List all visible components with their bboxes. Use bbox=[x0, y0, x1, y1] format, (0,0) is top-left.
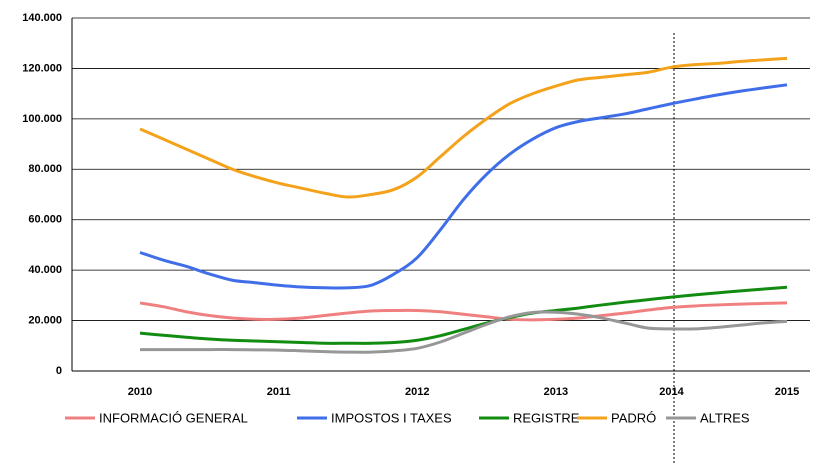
y-tick-label: 20.000 bbox=[28, 314, 62, 326]
y-tick-label: 0 bbox=[56, 365, 62, 377]
x-tick-label: 2013 bbox=[544, 386, 568, 398]
legend-label: REGISTRE bbox=[513, 410, 580, 425]
x-tick-label: 2011 bbox=[267, 386, 291, 398]
y-tick-label: 40.000 bbox=[28, 264, 62, 276]
series-line bbox=[140, 310, 788, 354]
y-tick-label: 80.000 bbox=[28, 163, 62, 175]
y-tick-label: 120.000 bbox=[22, 62, 62, 74]
series-line bbox=[139, 301, 788, 322]
legend-label: ALTRES bbox=[700, 410, 750, 425]
x-tick-label: 2014 bbox=[659, 386, 684, 398]
series-line bbox=[139, 285, 788, 345]
series-line bbox=[139, 56, 788, 199]
legend-label: IMPOSTOS I TAXES bbox=[331, 410, 452, 425]
legend-label: PADRÓ bbox=[611, 410, 656, 425]
y-tick-label: 100.000 bbox=[22, 113, 62, 125]
series-line bbox=[139, 83, 788, 290]
legend-label: INFORMACIÓ GENERAL bbox=[99, 410, 248, 425]
y-tick-label: 60.000 bbox=[28, 214, 62, 226]
x-tick-label: 2012 bbox=[405, 386, 429, 398]
y-tick-label: 140.000 bbox=[22, 12, 62, 24]
x-tick-label: 2010 bbox=[128, 386, 152, 398]
x-tick-label: 2015 bbox=[775, 386, 799, 398]
